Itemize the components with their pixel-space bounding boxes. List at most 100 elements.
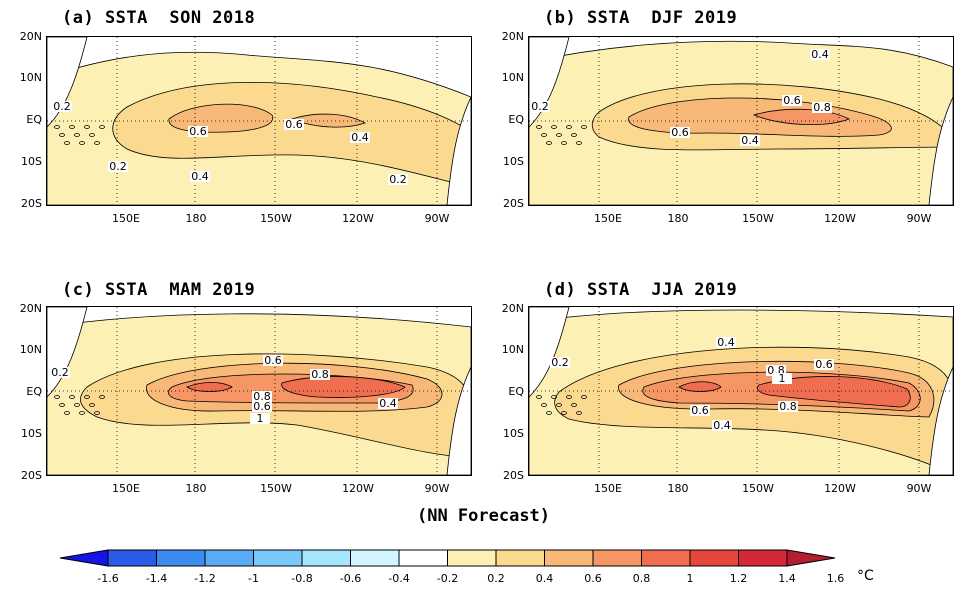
contour-label: 1 bbox=[779, 372, 786, 385]
contour-label-bg bbox=[388, 174, 408, 185]
island-outline bbox=[79, 141, 85, 145]
colorbar-tick-label: -1.6 bbox=[97, 572, 119, 585]
lon-label: 120W bbox=[824, 482, 856, 495]
colorbar-tick-label: 1.6 bbox=[826, 572, 845, 585]
contour-label-bg bbox=[766, 365, 786, 376]
contour-label: 0.8 bbox=[253, 390, 271, 403]
unit-label: °C bbox=[857, 568, 874, 584]
colorbar-tick-label: -0.8 bbox=[291, 572, 313, 585]
colorbar-segment bbox=[253, 549, 303, 567]
sst-map: 0.2 0.6 0.8 0.8 0.6 0.4 1 bbox=[46, 306, 472, 476]
island-outline bbox=[84, 395, 90, 399]
map-canvas: 0.20.60.80.80.6 0.41 bbox=[47, 307, 471, 475]
lon-label: 120W bbox=[824, 212, 856, 225]
contour-label: 0.2 bbox=[51, 366, 69, 379]
island-outline bbox=[94, 141, 100, 145]
colorbar-tick-label: 1.4 bbox=[778, 572, 796, 585]
colorbar-segment bbox=[204, 549, 254, 567]
island-outline bbox=[74, 133, 80, 137]
island-outline bbox=[94, 411, 100, 415]
contour-label: 0.8 bbox=[813, 101, 831, 114]
lon-label: 180 bbox=[667, 212, 689, 225]
colorbar-segment bbox=[544, 549, 594, 567]
island-outline bbox=[541, 403, 547, 407]
colorbar-segment bbox=[156, 549, 206, 567]
contour-label: 0.4 bbox=[811, 48, 829, 61]
colorbar-tick-label: 0.8 bbox=[632, 572, 651, 585]
contour-label-bg bbox=[252, 391, 272, 402]
sst-map: 0.4 0.2 0.6 0.8 0.6 0.4 bbox=[528, 36, 954, 206]
colorbar-segment bbox=[107, 549, 157, 567]
contour-label-bg bbox=[778, 401, 798, 412]
contour-label: 0.8 bbox=[779, 400, 797, 413]
lat-label: 20S bbox=[503, 197, 524, 210]
lat-label: 20N bbox=[19, 30, 42, 43]
contour-label-bg bbox=[350, 132, 370, 143]
lat-label: 10N bbox=[501, 343, 524, 356]
contour-label: 0.8 bbox=[311, 368, 329, 381]
colorbar-tick-label: 1 bbox=[686, 572, 694, 585]
contour-label-bg bbox=[812, 102, 832, 113]
contour-label-bg bbox=[690, 405, 710, 416]
lon-label: 120W bbox=[342, 482, 374, 495]
island-outline bbox=[536, 395, 542, 399]
colorbar-segment bbox=[447, 549, 497, 567]
contour-label: 0.6 bbox=[815, 358, 833, 371]
map-canvas: 0.2 0.6 0.6 0.4 0.4 0.2 0.2 bbox=[47, 37, 471, 205]
lat-label: 20S bbox=[503, 469, 524, 482]
colorbar-tick-label: -0.6 bbox=[339, 572, 362, 585]
island-outline bbox=[64, 411, 70, 415]
contour-label: 0.6 bbox=[253, 400, 271, 413]
lat-label: 20N bbox=[501, 302, 524, 315]
lat-label: 10N bbox=[19, 71, 42, 84]
colorbar bbox=[59, 549, 836, 567]
lat-label: 10S bbox=[21, 427, 42, 440]
contour-label: 0.4 bbox=[191, 170, 209, 183]
lon-label: 150E bbox=[112, 482, 140, 495]
lat-label: 20N bbox=[19, 302, 42, 315]
island-outline bbox=[551, 125, 557, 129]
contour-label: 0.2 bbox=[551, 356, 569, 369]
island-outline bbox=[566, 125, 572, 129]
colorbar-arrow-left bbox=[59, 549, 109, 567]
contour-label-bg bbox=[670, 127, 690, 138]
contour-label-bg bbox=[712, 420, 732, 431]
contour-label: 1 bbox=[257, 412, 264, 425]
lat-label: 20N bbox=[501, 30, 524, 43]
island-outline bbox=[556, 403, 562, 407]
island-outline bbox=[69, 125, 75, 129]
anomaly-region bbox=[281, 376, 406, 398]
lon-label: 150E bbox=[594, 212, 622, 225]
sst-map: 0.4 0.2 0.8 0.6 1 0.6 0.8 0.4 bbox=[528, 306, 954, 476]
lon-label: 90W bbox=[906, 212, 932, 225]
colorbar-tick-label: 0.4 bbox=[535, 572, 554, 585]
contour-label-bg bbox=[810, 49, 830, 60]
lon-label: 180 bbox=[185, 212, 207, 225]
island-outline bbox=[561, 411, 567, 415]
lat-label: 20S bbox=[21, 469, 42, 482]
contour-label: 0.2 bbox=[531, 100, 549, 113]
panel-title: (b) SSTA DJF 2019 bbox=[544, 8, 738, 28]
contour-label-bg bbox=[310, 369, 330, 380]
lat-label: EQ bbox=[26, 113, 42, 126]
island-outline bbox=[546, 411, 552, 415]
lon-label: 180 bbox=[185, 482, 207, 495]
island-outline bbox=[546, 141, 552, 145]
panel-title: (d) SSTA JJA 2019 bbox=[544, 280, 738, 300]
island-outline bbox=[581, 395, 587, 399]
contour-label: 0.4 bbox=[379, 397, 397, 410]
anomaly-region bbox=[757, 376, 911, 408]
lat-label: 10S bbox=[503, 427, 524, 440]
contour-label-bg bbox=[378, 398, 398, 409]
island-outline bbox=[99, 125, 105, 129]
colorbar-tick-label: 0.6 bbox=[584, 572, 602, 585]
colorbar-segment bbox=[592, 549, 642, 567]
colorbar-segment bbox=[738, 549, 788, 567]
island-outline bbox=[54, 125, 60, 129]
sst-map: 0.2 0.6 0.6 0.4 0.4 0.2 0.2 bbox=[46, 36, 472, 206]
island-outline bbox=[571, 403, 577, 407]
coast-area bbox=[446, 366, 471, 475]
colorbar-segment bbox=[495, 549, 545, 567]
lat-label: EQ bbox=[508, 385, 524, 398]
lon-label: 150W bbox=[742, 212, 774, 225]
